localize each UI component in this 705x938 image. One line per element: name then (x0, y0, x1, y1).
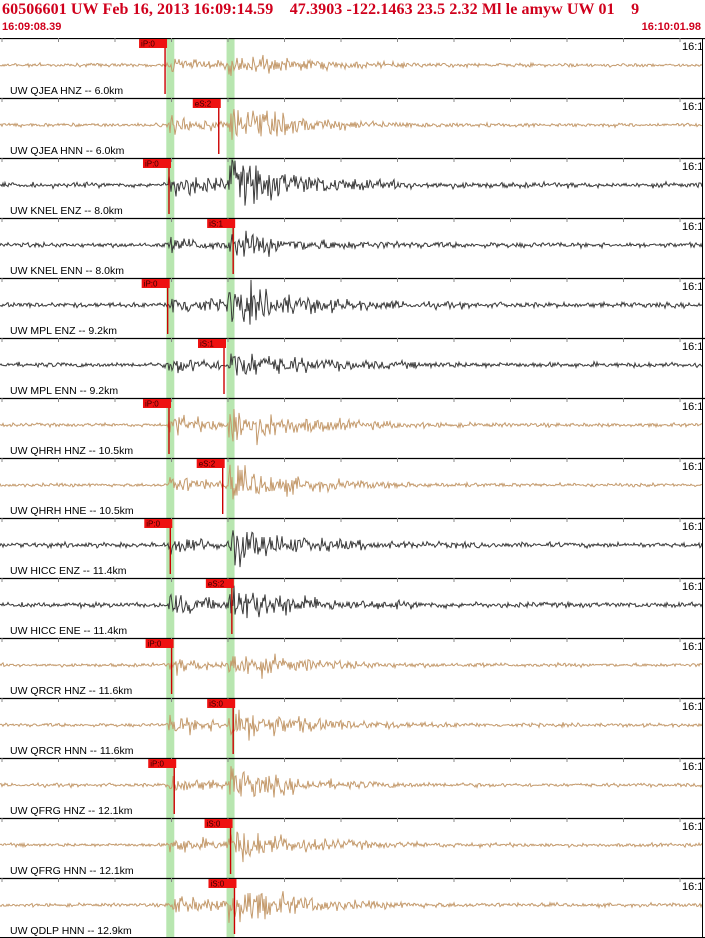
waveform (0, 831, 703, 863)
window-end-time: 16:10:01.98 (641, 21, 701, 33)
station-label: UW QJEA HNN -- 6.0km (10, 145, 125, 157)
pick-label: iS:1 (209, 220, 223, 229)
station-label: UW QHRH HNE -- 10.5km (10, 505, 134, 517)
event-header: 60506601 UW Feb 16, 2013 16:09:14.59 47.… (0, 0, 705, 38)
station-label: UW KNEL ENN -- 8.0km (10, 265, 124, 277)
station-label: UW HICC ENZ -- 11.4km (10, 565, 127, 577)
window-start-time: 16:09:08.39 (2, 21, 62, 33)
waveform (0, 108, 703, 140)
pick-flag (196, 459, 225, 468)
pick-label: iS:0 (210, 880, 224, 889)
trace-row: iP:0 UW HICC ENZ -- 11.4km 16:1 (0, 517, 705, 577)
row-time-label: 16:1 (682, 341, 703, 353)
trace-row: iP:0 UW QFRG HNZ -- 12.1km 16:1 (0, 757, 705, 817)
trace-row: iS:1 UW MPL ENN -- 9.2km 16:1 (0, 337, 705, 397)
waveform (0, 766, 703, 798)
seismogram-panel: iP:0 UW QJEA HNZ -- 6.0km 16:1 eS:2 UW QJEA … (0, 38, 705, 938)
station-label: UW KNEL ENZ -- 8.0km (10, 205, 123, 217)
trace-row: eS:2 UW HICC ENE -- 11.4km 16:1 (0, 577, 705, 637)
waveform (0, 353, 703, 376)
pick-flag (192, 99, 221, 108)
pick-label: iP:0 (141, 40, 155, 49)
waveform (0, 709, 703, 741)
waveform (0, 585, 703, 619)
pick-label: iS:0 (207, 820, 221, 829)
row-time-label: 16:1 (682, 221, 703, 233)
pick-flag (205, 579, 234, 588)
pick-label: iP:0 (150, 760, 164, 769)
pick-label: iP:0 (145, 400, 159, 409)
station-label: UW QRCR HNN -- 11.6km (10, 745, 134, 757)
pick-flag (148, 759, 177, 768)
row-time-label: 16:1 (682, 281, 703, 293)
station-label: UW HICC ENE -- 11.4km (10, 625, 127, 637)
station-label: UW QHRH HNZ -- 10.5km (10, 445, 133, 457)
trace-row: eS:2 UW QHRH HNE -- 10.5km 16:1 (0, 457, 705, 517)
waveform (0, 408, 703, 446)
row-time-label: 16:1 (682, 581, 703, 593)
pick-flag (145, 639, 174, 648)
station-label: UW QRCR HNZ -- 11.6km (10, 685, 133, 697)
trace-row: iS:0 UW QRCR HNN -- 11.6km 16:1 (0, 697, 705, 757)
row-time-label: 16:1 (682, 461, 703, 473)
row-time-label: 16:1 (682, 821, 703, 833)
row-time-label: 16:1 (682, 521, 703, 533)
row-time-label: 16:1 (682, 641, 703, 653)
pick-label: eS:2 (208, 580, 225, 589)
pick-flag (139, 39, 168, 48)
pick-label: iP:0 (144, 280, 158, 289)
pick-label: iP:0 (146, 520, 160, 529)
event-title: 60506601 UW Feb 16, 2013 16:09:14.59 47.… (2, 1, 640, 18)
waveform (0, 891, 703, 923)
station-label: UW MPL ENN -- 9.2km (10, 385, 118, 397)
trace-row: iS:0 UW QDLP HNN -- 12.9km 16:1 (0, 877, 705, 937)
trace-row: eS:2 UW QJEA HNN -- 6.0km 16:1 (0, 97, 705, 157)
pick-flag (144, 519, 173, 528)
station-label: UW QJEA HNZ -- 6.0km (10, 85, 123, 97)
pick-flag (198, 339, 227, 348)
highlight-band-1 (166, 38, 175, 938)
station-label: UW MPL ENZ -- 9.2km (10, 325, 117, 337)
pick-flag (141, 279, 170, 288)
trace-row: iS:0 UW QFRG HNN -- 12.1km 16:1 (0, 817, 705, 877)
row-time-label: 16:1 (682, 401, 703, 413)
pick-flag (142, 399, 171, 408)
row-time-label: 16:1 (682, 761, 703, 773)
pick-flag (207, 219, 236, 228)
trace-row: iP:0 UW QHRH HNZ -- 10.5km 16:1 (0, 397, 705, 457)
waveform (0, 653, 703, 679)
pick-label: iS:1 (200, 340, 214, 349)
pick-label: eS:2 (195, 100, 212, 109)
pick-label: iS:0 (209, 700, 223, 709)
pick-flag (204, 819, 233, 828)
row-time-label: 16:1 (682, 41, 703, 53)
waveform (0, 230, 703, 257)
pick-label: iP:0 (148, 640, 162, 649)
pick-flag (208, 879, 237, 888)
station-label: UW QFRG HNN -- 12.1km (10, 865, 134, 877)
trace-row: iP:0 UW MPL ENZ -- 9.2km 16:1 (0, 277, 705, 337)
waveform (0, 54, 703, 76)
trace-row: iS:1 UW KNEL ENN -- 8.0km 16:1 (0, 217, 705, 277)
trace-row: iP:0 UW QJEA HNZ -- 6.0km 16:1 (0, 38, 705, 97)
row-time-label: 16:1 (682, 881, 703, 893)
station-label: UW QDLP HNN -- 12.9km (10, 925, 132, 937)
pick-label: eS:2 (199, 460, 216, 469)
pick-flag (207, 699, 236, 708)
waveform (0, 464, 703, 500)
waveform (0, 279, 703, 325)
waveform (0, 530, 703, 568)
trace-row: iP:0 UW QRCR HNZ -- 11.6km 16:1 (0, 637, 705, 697)
pick-label: iP:0 (145, 160, 159, 169)
row-time-label: 16:1 (682, 101, 703, 113)
trace-row: iP:0 UW KNEL ENZ -- 8.0km 16:1 (0, 157, 705, 217)
row-time-label: 16:1 (682, 701, 703, 713)
seismogram-traces: iP:0 UW QJEA HNZ -- 6.0km 16:1 eS:2 UW QJEA … (0, 38, 705, 938)
waveform (0, 159, 703, 206)
pick-flag (142, 159, 171, 168)
row-time-label: 16:1 (682, 161, 703, 173)
station-label: UW QFRG HNZ -- 12.1km (10, 805, 133, 817)
